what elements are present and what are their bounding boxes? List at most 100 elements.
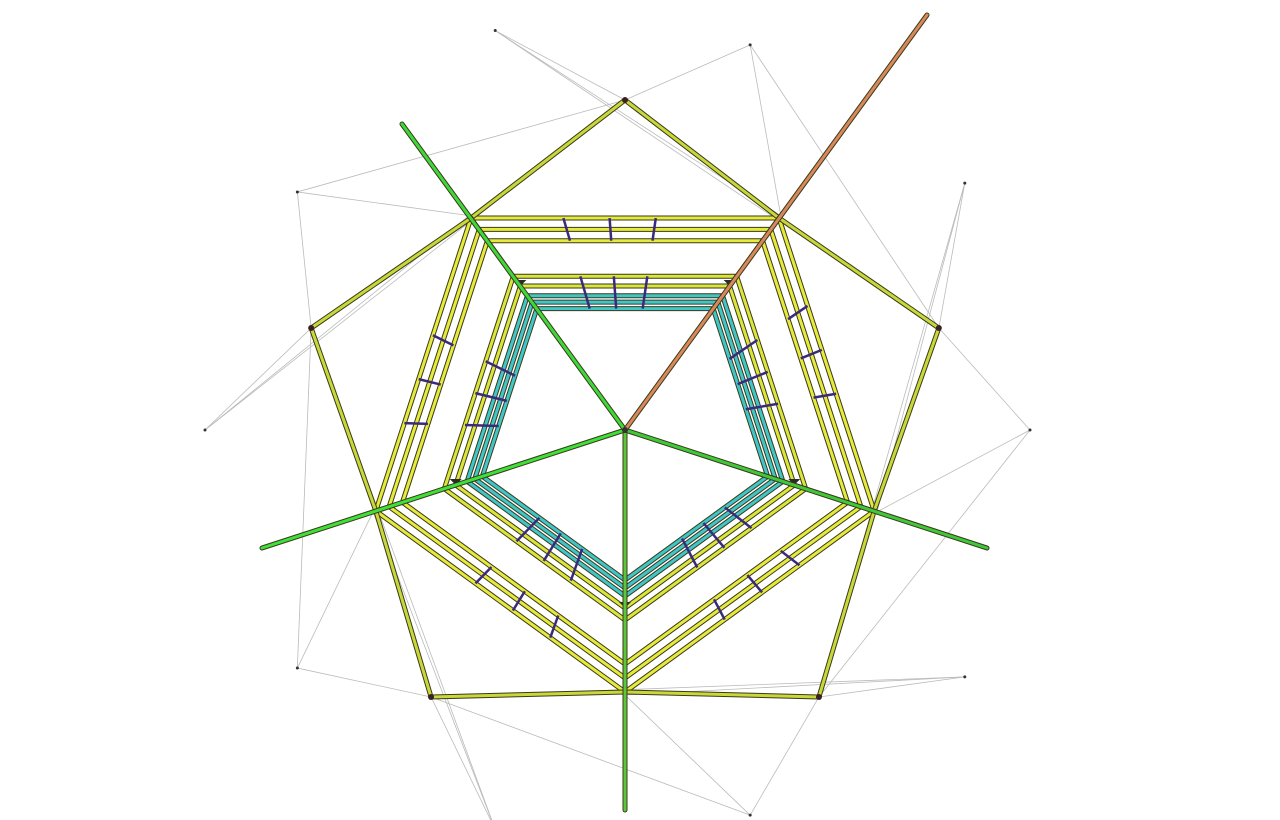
cross-tie	[737, 370, 769, 386]
spoke	[260, 428, 627, 550]
ring-beam	[623, 505, 863, 680]
cable	[749, 44, 940, 329]
anchor	[748, 43, 752, 47]
star-arm	[777, 216, 941, 330]
star-arm	[623, 690, 821, 699]
ring-beam	[623, 474, 770, 582]
anchor	[493, 29, 497, 33]
cross-tie	[418, 377, 442, 386]
cross-tie	[485, 360, 516, 377]
star-node	[935, 325, 942, 332]
cable	[297, 191, 470, 217]
cable	[296, 328, 312, 669]
cable	[624, 44, 751, 101]
cable	[749, 44, 782, 216]
cross-tie	[474, 566, 493, 585]
cross-tie	[608, 217, 613, 241]
cable	[204, 327, 312, 431]
cross-tie	[787, 304, 809, 321]
star-arm	[309, 326, 378, 513]
ring-beam	[716, 300, 777, 481]
cable	[876, 429, 1031, 513]
ring-beam	[623, 509, 876, 694]
ring-beam	[623, 483, 796, 610]
cross-tie	[712, 598, 726, 621]
star-arm	[872, 326, 941, 513]
ring-beam	[400, 239, 489, 504]
spoke	[400, 122, 627, 432]
anchor	[963, 181, 967, 185]
cross-tie	[800, 348, 823, 360]
cable	[297, 667, 432, 698]
ring-beam	[623, 477, 777, 590]
hub	[622, 427, 628, 433]
ring-beam	[387, 227, 481, 509]
cross-tie	[569, 548, 584, 582]
gusset	[449, 479, 462, 486]
ring-beam	[473, 300, 534, 481]
cross-tie	[813, 392, 837, 399]
cross-tie	[515, 516, 541, 543]
ring-beam	[623, 500, 850, 666]
cable	[938, 327, 1031, 431]
cross-tie	[432, 334, 455, 347]
star-node	[428, 693, 435, 700]
ring-beam	[400, 500, 627, 666]
star-arm	[309, 216, 473, 330]
ring-beam	[442, 274, 515, 491]
ring-beam	[711, 307, 770, 478]
cross-tie	[579, 275, 591, 309]
cable	[818, 429, 1031, 698]
ring-beam	[623, 479, 785, 598]
ring-beam	[735, 274, 808, 491]
ring-beam	[769, 227, 863, 509]
cable	[296, 511, 374, 669]
ring-beam	[480, 307, 539, 478]
ring-beam	[761, 239, 850, 504]
ring-beam	[777, 216, 876, 513]
star-arm	[623, 98, 781, 220]
cross-tie	[724, 506, 753, 530]
ring-beam	[374, 216, 473, 513]
ring-beam	[728, 284, 796, 487]
cross-tie	[728, 338, 759, 360]
cross-tie	[780, 549, 801, 567]
spoke	[623, 13, 929, 432]
ring-beam	[480, 474, 627, 582]
cross-tie	[651, 217, 658, 241]
cable	[296, 191, 312, 329]
ring-beam	[721, 294, 785, 483]
anchor	[963, 675, 967, 679]
cross-tie	[464, 423, 499, 428]
cable	[818, 676, 965, 698]
cable	[430, 696, 492, 820]
cross-tie	[680, 537, 699, 569]
star-node	[815, 693, 822, 700]
star-arm	[469, 98, 627, 220]
star-arm	[429, 690, 627, 699]
cross-tie	[745, 402, 779, 411]
spoke	[623, 428, 989, 550]
cross-tie	[746, 574, 764, 594]
cable	[430, 696, 751, 816]
cable	[495, 30, 626, 101]
cross-tie	[641, 276, 649, 309]
ring-beam	[623, 487, 808, 622]
star-node	[622, 97, 628, 103]
gusset	[788, 479, 801, 486]
anchor	[295, 190, 299, 194]
ring-beam	[473, 477, 627, 590]
anchor	[1028, 428, 1032, 432]
cross-tie	[475, 391, 508, 403]
ring-beam	[387, 505, 627, 680]
cable	[624, 694, 751, 816]
star-arm	[374, 509, 433, 699]
cross-tie	[562, 217, 572, 242]
ring-beam	[465, 479, 627, 598]
cable	[297, 99, 626, 193]
anchor	[203, 428, 207, 432]
cross-tie	[612, 276, 618, 309]
cross-tie	[511, 590, 526, 612]
ring-beam	[442, 487, 627, 622]
